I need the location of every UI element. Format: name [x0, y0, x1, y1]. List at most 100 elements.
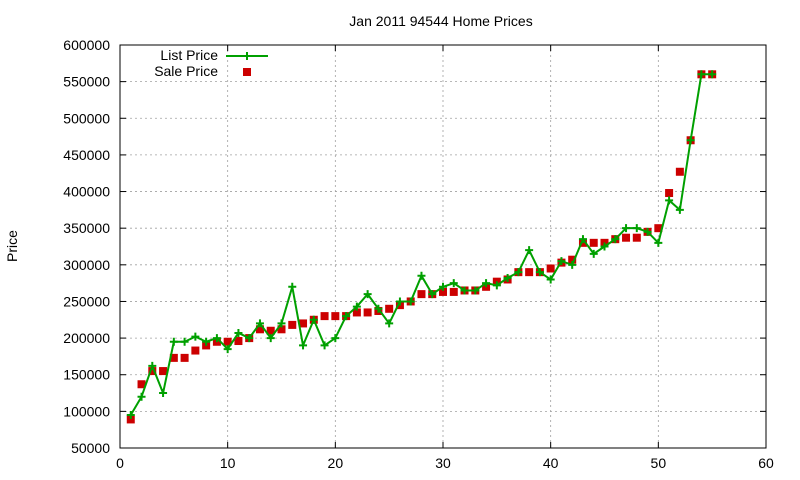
list-price-point — [632, 224, 641, 233]
list-price-point — [288, 282, 297, 291]
series-list-price — [126, 70, 717, 420]
list-price-point — [578, 235, 587, 244]
list-price-point — [449, 279, 458, 288]
list-price-point — [428, 290, 437, 299]
sale-price-point — [223, 337, 232, 346]
sale-price-point — [417, 290, 426, 299]
sale-price-point — [546, 264, 555, 273]
list-price-point — [159, 389, 168, 398]
x-tick-label: 20 — [328, 455, 344, 471]
list-price-point — [514, 268, 523, 277]
sale-price-point — [632, 233, 641, 242]
legend-marker-list-price — [243, 52, 251, 60]
y-tick-label: 500000 — [63, 110, 110, 126]
list-price-point — [525, 246, 534, 255]
sale-price-point — [385, 304, 394, 313]
y-tick-label: 350000 — [63, 220, 110, 236]
sale-price-point — [299, 319, 308, 328]
list-price-point — [395, 297, 404, 306]
list-price-point — [417, 271, 426, 280]
sale-price-point — [277, 325, 286, 334]
y-tick-label: 550000 — [63, 74, 110, 90]
sale-price-point — [137, 380, 146, 389]
list-price-point — [169, 337, 178, 346]
list-price-point — [675, 205, 684, 214]
sale-price-point — [288, 320, 297, 329]
sale-price-point — [589, 238, 598, 247]
y-tick-label: 50000 — [71, 440, 110, 456]
sale-price-point — [622, 233, 631, 242]
legend: List Price Sale Price — [154, 47, 268, 79]
sale-price-point — [439, 287, 447, 296]
sale-price-point — [191, 346, 200, 355]
legend-label-list-price: List Price — [160, 47, 218, 63]
list-price-point — [643, 227, 652, 236]
sale-price-point — [266, 326, 275, 335]
list-price-point — [600, 242, 609, 251]
y-tick-label: 200000 — [63, 330, 110, 346]
sale-price-point — [449, 287, 458, 296]
list-price-point — [374, 304, 383, 313]
list-price-point — [180, 337, 189, 346]
list-price-point — [535, 268, 544, 277]
list-price-point — [266, 334, 275, 343]
list-price-point — [191, 332, 200, 341]
sale-price-point — [126, 415, 135, 424]
list-price-point — [686, 136, 695, 145]
list-price-point — [406, 297, 415, 306]
y-tick-label: 450000 — [63, 147, 110, 163]
list-price-point — [137, 392, 146, 401]
sale-price-point — [320, 312, 329, 321]
plot-frame — [119, 44, 767, 449]
sale-price-point — [255, 325, 264, 334]
list-price-point — [331, 334, 340, 343]
y-axis-label: Price — [4, 230, 20, 262]
list-price-point — [126, 411, 135, 420]
chart-title: Jan 2011 94544 Home Prices — [349, 13, 532, 29]
list-price-point — [439, 282, 447, 291]
list-price-point — [352, 302, 361, 311]
axis-ticks: 50000 100000 150000 200000 250000 300000 35000… — [63, 37, 774, 471]
list-price-point — [320, 341, 329, 350]
sale-price-point — [148, 367, 157, 376]
list-price-point — [568, 260, 577, 269]
sale-price-point — [169, 353, 178, 362]
list-price-point — [492, 281, 501, 290]
y-tick-label: 600000 — [63, 37, 110, 53]
legend-label-sale-price: Sale Price — [154, 63, 218, 79]
x-tick-label: 60 — [758, 455, 774, 471]
list-price-point — [385, 319, 394, 328]
sale-price-point — [159, 367, 168, 376]
list-price-point — [223, 345, 232, 354]
sale-price-point — [525, 268, 534, 277]
sale-price-point — [665, 189, 674, 198]
list-price-point — [212, 334, 221, 343]
list-price-point — [255, 319, 264, 328]
x-tick-label: 10 — [220, 455, 236, 471]
list-price-point — [277, 319, 286, 328]
list-price-point — [471, 286, 480, 295]
sale-price-point — [363, 308, 372, 317]
list-price-point — [245, 334, 254, 343]
list-price-point — [611, 235, 620, 244]
x-tick-label: 40 — [543, 455, 559, 471]
list-price-point — [589, 249, 598, 258]
sale-price-point — [654, 224, 663, 233]
list-price-point — [665, 196, 674, 205]
list-price-point — [557, 257, 566, 266]
sale-price-point — [234, 337, 243, 346]
y-tick-label: 300000 — [63, 257, 110, 273]
list-price-point — [363, 290, 372, 299]
list-price-point — [654, 238, 663, 247]
x-tick-label: 50 — [651, 455, 667, 471]
list-price-point — [309, 315, 318, 324]
list-price-point — [460, 286, 469, 295]
sale-price-point — [331, 312, 340, 321]
list-price-point — [503, 274, 512, 283]
y-tick-label: 100000 — [63, 403, 110, 419]
y-tick-label: 250000 — [63, 293, 110, 309]
list-price-point — [697, 70, 706, 79]
sale-price-point — [675, 167, 684, 176]
